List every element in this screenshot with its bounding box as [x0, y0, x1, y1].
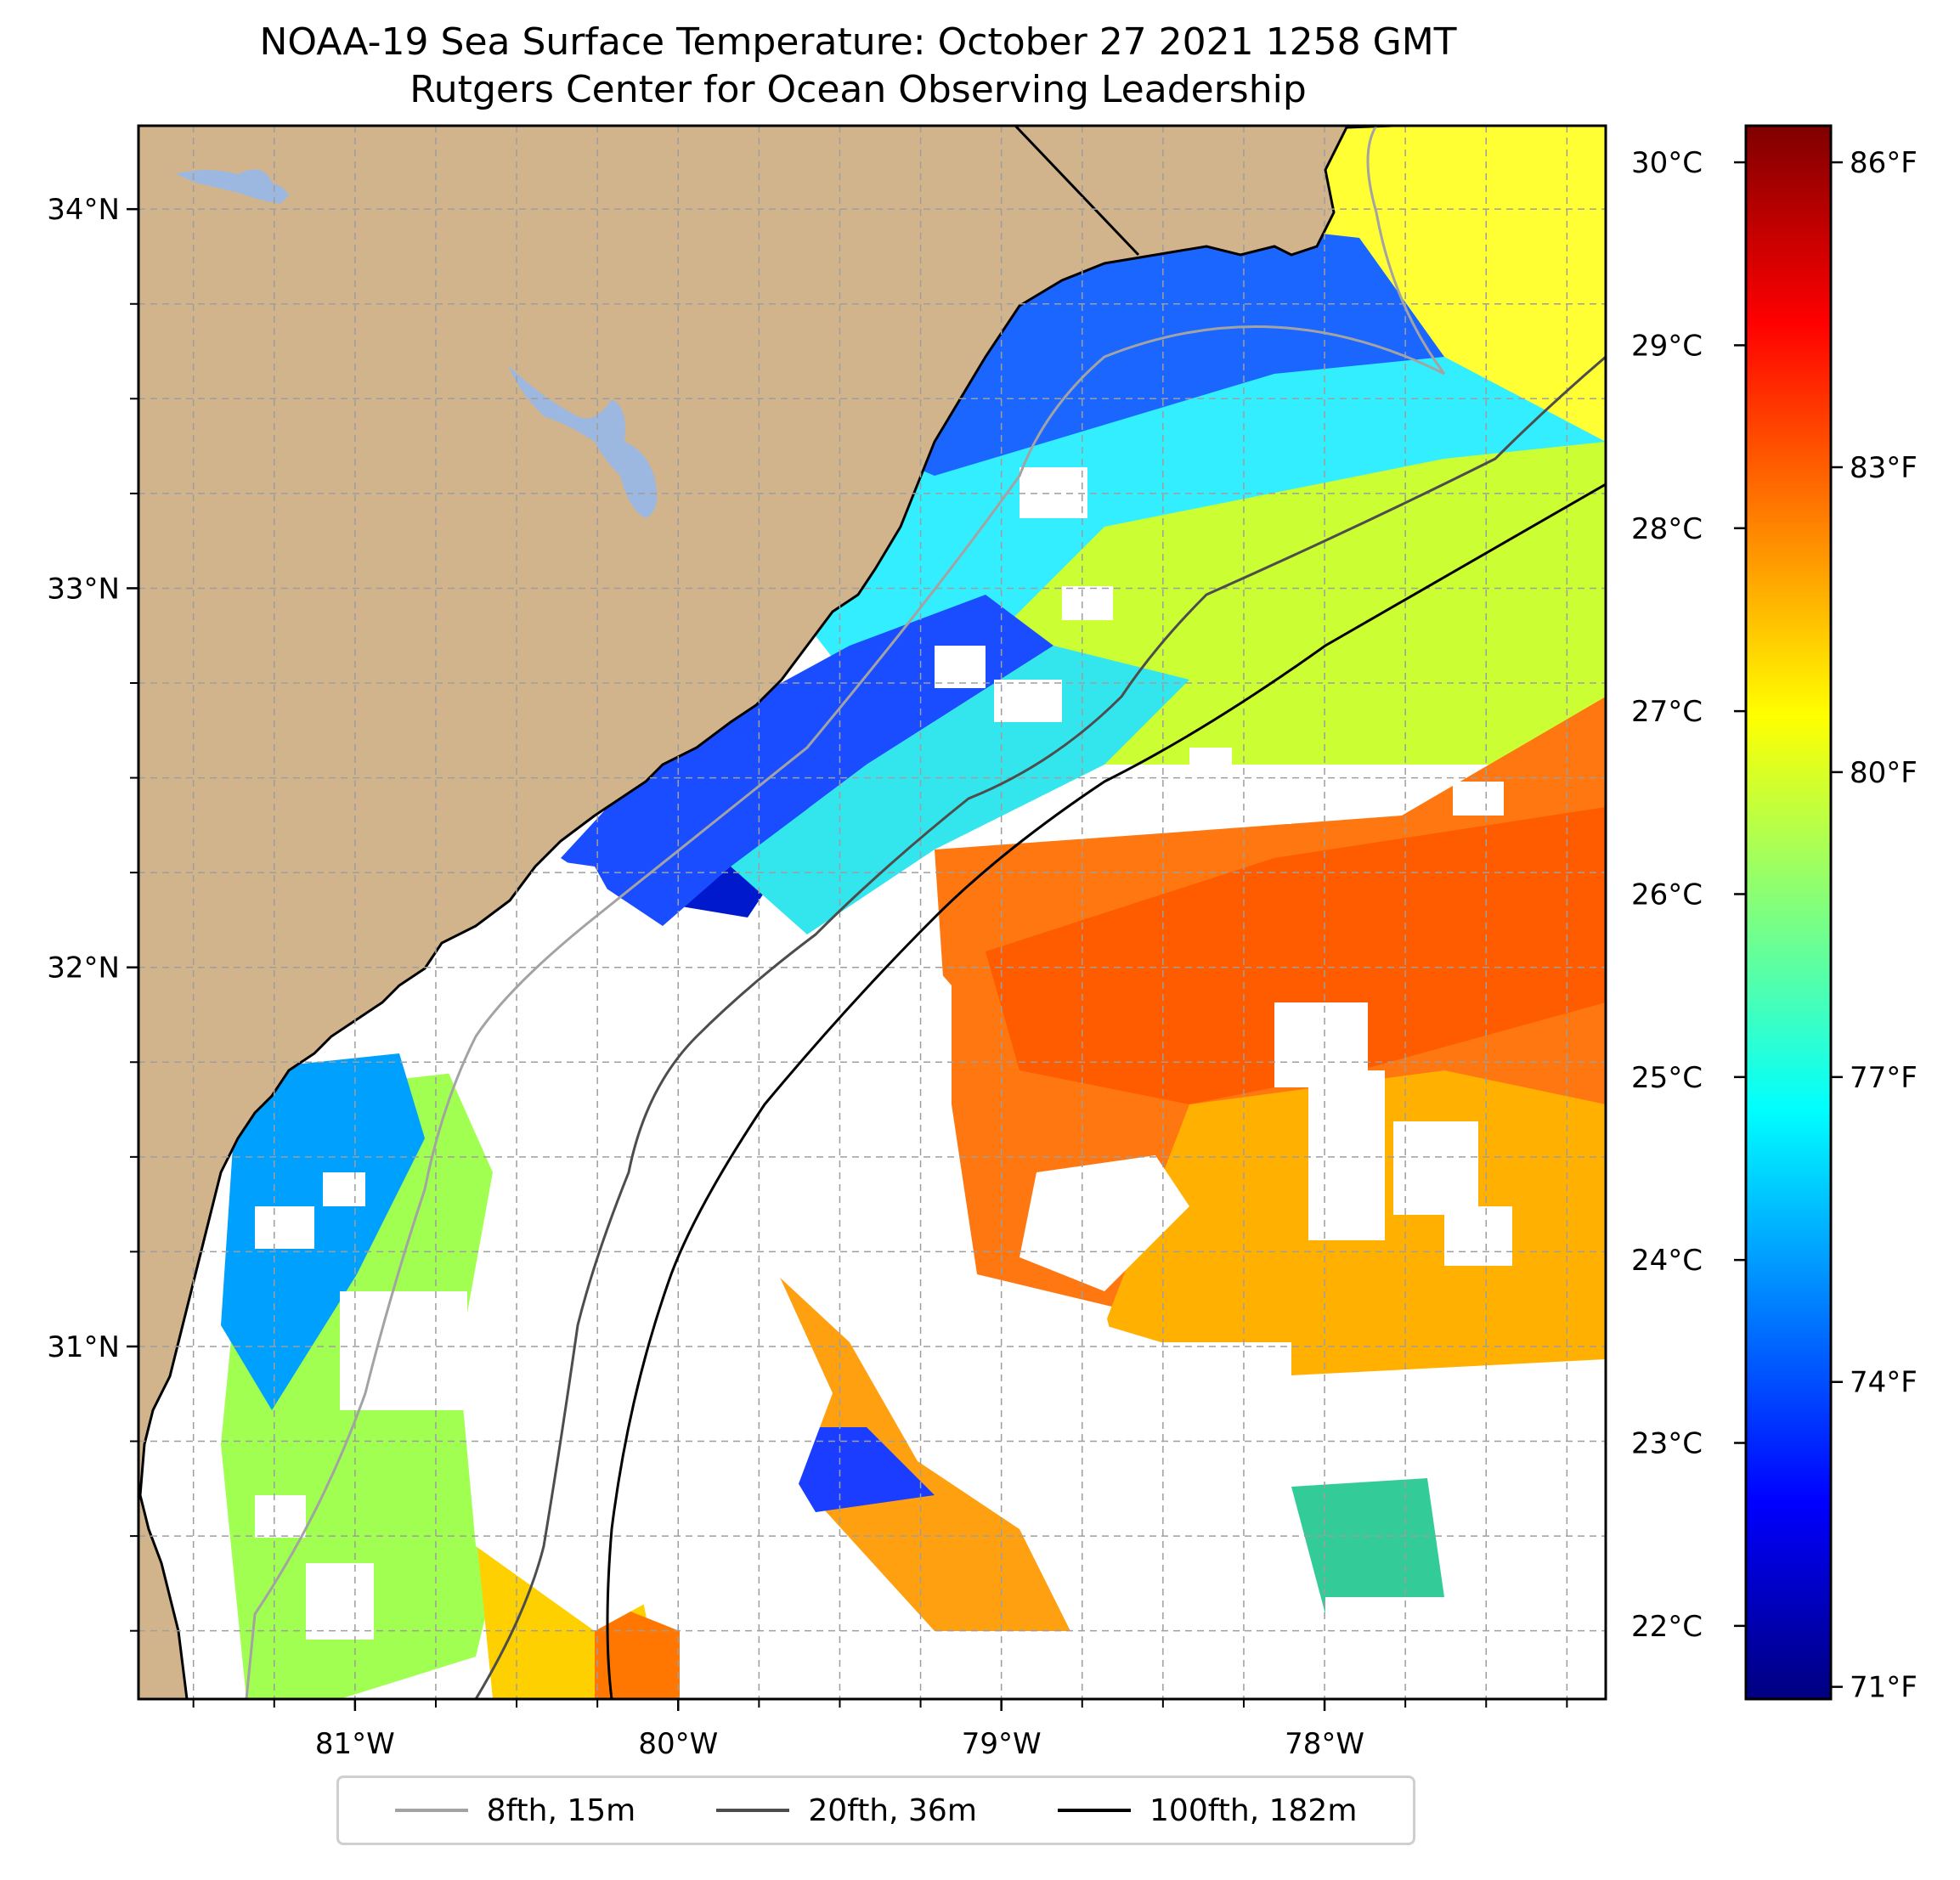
title-line-2: Rutgers Center for Ocean Observing Leade… — [410, 68, 1307, 111]
lakes — [176, 169, 658, 518]
legend-swatch-8fth — [394, 1809, 468, 1812]
lon-tick-label: 79°W — [962, 1727, 1042, 1761]
lat-tick-label: 33°N — [47, 572, 120, 606]
legend-swatch-20fth — [716, 1809, 790, 1812]
colorbar — [1744, 124, 1833, 1701]
sst-field-southeast-green — [1291, 1478, 1444, 1614]
celsius-tick-label: 29°C — [1631, 329, 1703, 363]
celsius-tick-label: 27°C — [1631, 695, 1703, 729]
fahrenheit-tick-label: 71°F — [1850, 1671, 1918, 1705]
isobath-legend: 8fth, 15m 20fth, 36m 100fth, 182m — [336, 1776, 1415, 1845]
fahrenheit-tick-label: 80°F — [1850, 756, 1918, 790]
lat-tick-label: 31°N — [47, 1330, 120, 1364]
fahrenheit-tick-label: 86°F — [1850, 146, 1918, 180]
colorbar-fahrenheit-axis: 86°F 83°F 80°F 77°F 74°F 71°F — [1831, 146, 1918, 1705]
lat-tick-label: 34°N — [47, 193, 120, 227]
gridlines — [138, 126, 1606, 1699]
celsius-tick-label: 24°C — [1631, 1244, 1703, 1278]
isobath-100fth-182m — [606, 483, 1606, 1699]
fahrenheit-tick-label: 77°F — [1850, 1061, 1918, 1095]
fahrenheit-tick-label: 83°F — [1850, 451, 1918, 485]
lon-tick-label: 78°W — [1285, 1727, 1364, 1761]
land-mass — [138, 126, 1606, 1699]
legend-item-100fth: 100fth, 182m — [1058, 1793, 1357, 1828]
celsius-tick-label: 25°C — [1631, 1061, 1703, 1095]
lat-tick-label: 32°N — [47, 951, 120, 985]
title-line-1: NOAA-19 Sea Surface Temperature: October… — [259, 20, 1457, 64]
celsius-tick-label: 30°C — [1631, 146, 1703, 180]
celsius-tick-label: 26°C — [1631, 878, 1703, 912]
sst-field-south-warm — [595, 1597, 680, 1699]
legend-label-100fth: 100fth, 182m — [1149, 1792, 1358, 1828]
fahrenheit-tick-label: 74°F — [1850, 1366, 1918, 1400]
legend-item-20fth: 20fth, 36m — [716, 1793, 977, 1828]
legend-swatch-100fth — [1058, 1809, 1132, 1812]
state-boundary — [1014, 126, 1140, 257]
colorbar-celsius-axis: 30°C 29°C 28°C 27°C 26°C 25°C 24°C 23°C 22°C — [1631, 146, 1746, 1644]
sst-field-cyan-mid — [731, 646, 1189, 934]
lake-marion — [176, 169, 289, 204]
longitude-axis: 81°W 80°W 79°W 78°W — [192, 1699, 1568, 1761]
legend-label-20fth: 20fth, 36m — [808, 1792, 977, 1828]
map-title: NOAA-19 Sea Surface Temperature: October… — [136, 19, 1580, 114]
lake-moultrie — [508, 365, 658, 518]
map-panel — [138, 126, 1606, 1699]
map-frame — [137, 124, 1607, 1701]
isobath-8fth-15m — [245, 126, 1446, 1699]
celsius-tick-label: 28°C — [1631, 512, 1703, 546]
legend-label-8fth: 8fth, 15m — [486, 1792, 636, 1828]
cloud-mask — [255, 467, 1512, 1699]
celsius-tick-label: 23°C — [1631, 1427, 1703, 1461]
sst-field-gulf-stream-core — [986, 807, 1606, 1104]
latitude-axis: 34°N 33°N 32°N 31°N — [47, 193, 138, 1632]
celsius-tick-label: 22°C — [1631, 1610, 1703, 1644]
legend-item-8fth: 8fth, 15m — [394, 1792, 636, 1828]
sst-field-southwest-blue — [221, 1053, 425, 1410]
isobath-20fth-36m — [474, 355, 1606, 1699]
lon-tick-label: 81°W — [315, 1727, 395, 1761]
sst-field-cold-band — [561, 595, 1053, 926]
lon-tick-label: 80°W — [638, 1727, 718, 1761]
